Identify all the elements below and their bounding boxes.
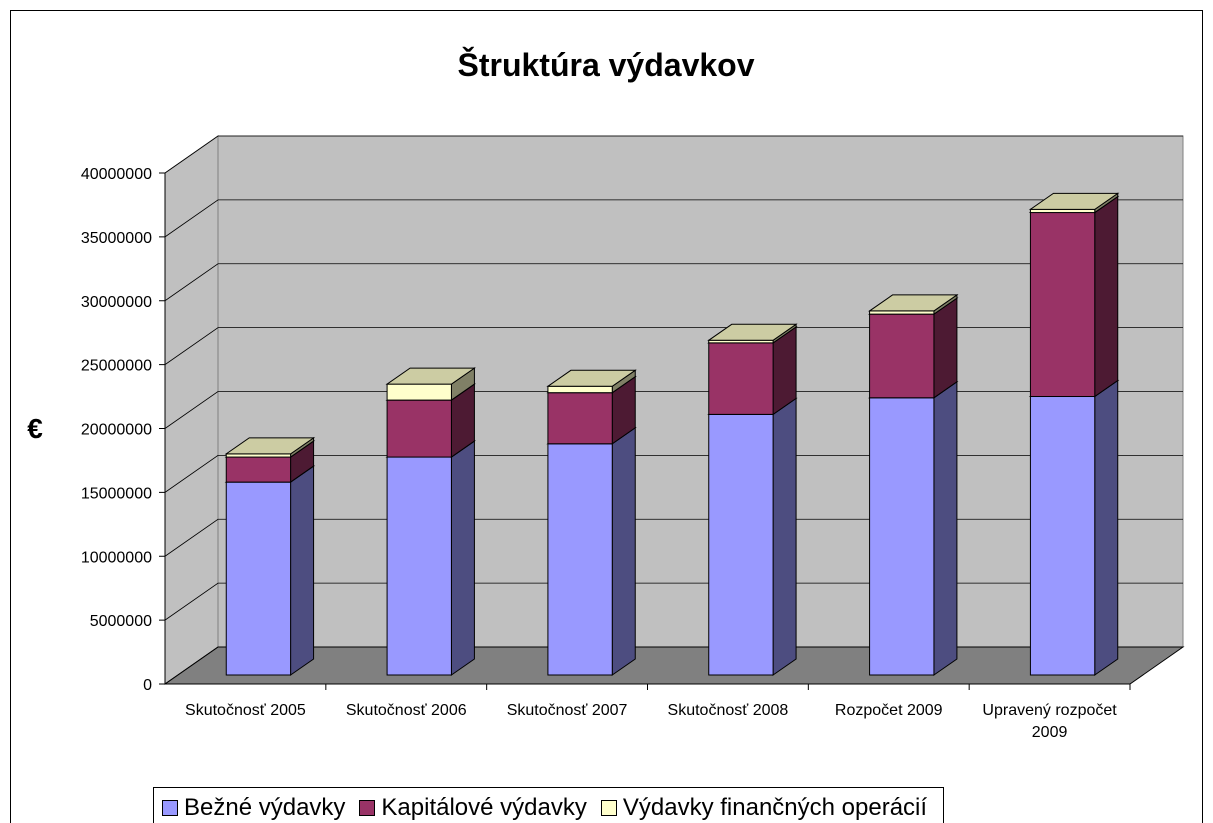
legend-label: Kapitálové výdavky (381, 794, 587, 821)
x-tick-label: Skutočnosť 2005 (185, 702, 306, 719)
bar (869, 313, 935, 399)
bar-side (933, 297, 958, 399)
y-tick-label: 20000000 (81, 422, 152, 439)
x-tick-label: Skutočnosť 2008 (667, 702, 789, 719)
y-tick-label: 10000000 (81, 549, 152, 566)
bar (386, 383, 452, 401)
y-tick-label: 5000000 (90, 613, 152, 630)
y-axis-label: € (27, 413, 43, 444)
grid-line (164, 263, 1183, 302)
bar-top (867, 294, 959, 312)
legend: Bežné výdavky Kapitálové výdavky Výdavky f… (153, 787, 945, 823)
bar (1029, 212, 1096, 398)
bar (386, 399, 452, 458)
bar (547, 385, 613, 394)
legend-label: Bežné výdavky (184, 794, 346, 821)
y-tick-label: 30000000 (81, 294, 152, 311)
bar (547, 392, 613, 445)
bar (708, 413, 774, 676)
bar (1029, 396, 1096, 676)
legend-swatch (600, 800, 617, 816)
legend-item: Bežné výdavky (162, 794, 345, 822)
bar-side (611, 426, 636, 676)
bar (869, 397, 935, 676)
x-tick-label: Skutočnosť 2006 (345, 702, 467, 719)
grid-line (164, 327, 1183, 365)
bar-top (1028, 192, 1120, 210)
bar-side (772, 397, 797, 676)
legend-swatch (359, 800, 376, 816)
x-tick-label: Skutočnosť 2007 (506, 702, 628, 719)
legend-item: Kapitálové výdavky (359, 794, 587, 822)
x-tick-label: Rozpočet 2009 (834, 702, 943, 719)
chart-frame (10, 10, 1203, 823)
y-tick-label: 35000000 (81, 230, 152, 247)
bar-top (546, 369, 637, 387)
bar (225, 456, 292, 483)
y-tick-label: 0 (143, 677, 152, 694)
bar-side (290, 465, 315, 676)
bar-side (1094, 379, 1119, 676)
bar-side (933, 380, 958, 676)
legend-swatch (162, 800, 178, 816)
bar (708, 342, 774, 415)
bar-side (450, 440, 475, 676)
bar-top (707, 323, 798, 341)
y-tick-label: 25000000 (81, 358, 152, 375)
grid-line (164, 135, 1183, 174)
legend-label: Výdavky finančných operácií (622, 794, 928, 821)
grid-line (164, 518, 1183, 557)
grid-line (164, 454, 1183, 493)
grid-line (164, 391, 1183, 429)
y-tick-label: 40000000 (81, 166, 152, 183)
legend-item: Výdavky finančných operácií (600, 794, 928, 822)
bar-top (224, 437, 316, 455)
grid-line (164, 582, 1183, 621)
bar-top (385, 367, 477, 385)
bar (386, 456, 452, 676)
bar-side (1094, 195, 1119, 398)
grid-line (164, 646, 1183, 685)
x-tick-label: Upravený rozpočet 2009 (982, 702, 1117, 741)
grid-line (164, 199, 1183, 238)
y-tick-label: 15000000 (81, 485, 152, 502)
chart-title: Štruktúra výdavkov (457, 47, 754, 83)
bar (547, 443, 613, 676)
bar (225, 481, 292, 676)
